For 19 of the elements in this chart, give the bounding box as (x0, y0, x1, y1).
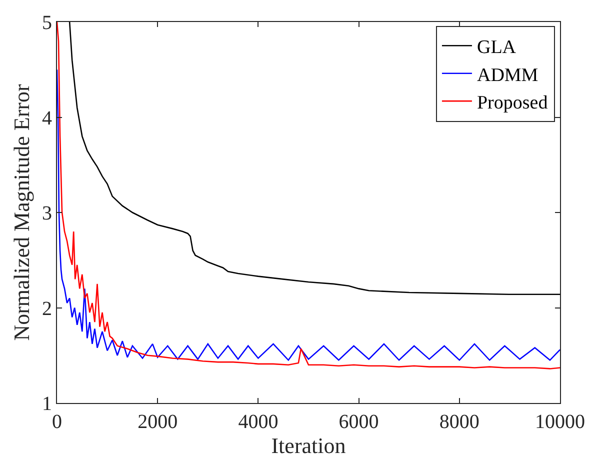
y-tick-label: 5 (42, 12, 52, 34)
y-axis-title: Normalized Magnitude Error (8, 84, 34, 341)
line-series (68, 22, 560, 296)
x-tick-label: 2000 (138, 411, 178, 433)
legend-label: GLA (476, 37, 516, 58)
x-tick-label: 0 (52, 411, 62, 433)
y-tick-label: 2 (42, 298, 52, 320)
line-series (57, 22, 560, 370)
y-tick-label: 3 (42, 202, 52, 224)
legend-label: ADMM (476, 64, 538, 86)
y-tick-label: 4 (42, 107, 52, 130)
x-tick-label: 10000 (535, 411, 585, 433)
line-series (57, 68, 560, 361)
x-tick-label: 8000 (439, 411, 480, 433)
x-tick-label: 4000 (238, 411, 278, 433)
legend-label: Proposed (476, 92, 548, 114)
x-tick-label: 6000 (338, 411, 379, 433)
y-tick-label: 1 (42, 393, 52, 415)
x-axis-title: Iteration (271, 433, 346, 458)
